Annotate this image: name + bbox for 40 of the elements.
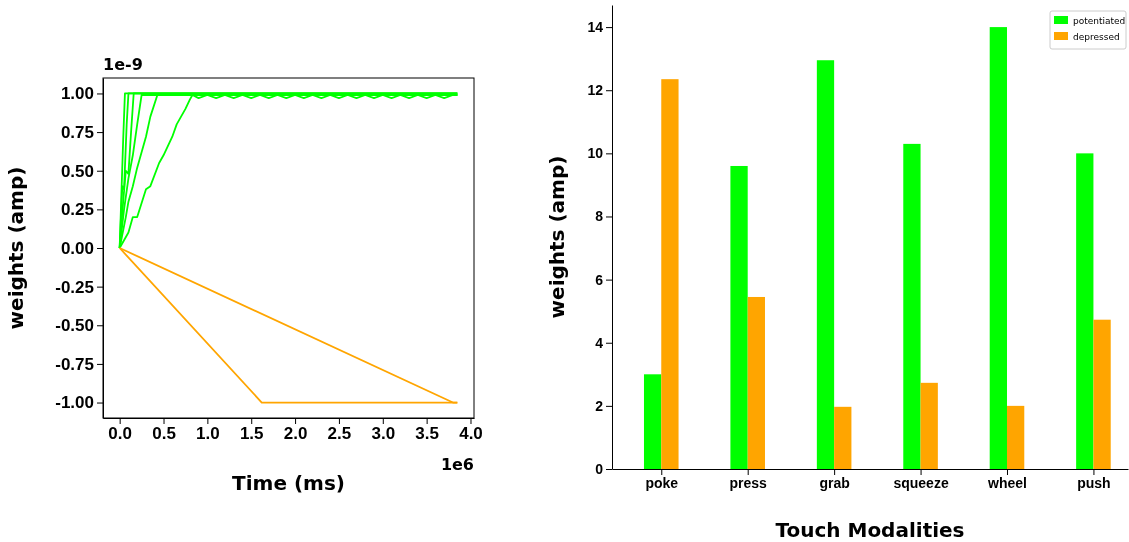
y-tick-label: 2: [595, 397, 604, 414]
y-tick-label: 14: [587, 19, 604, 36]
x-tick-label: 4.0: [459, 424, 483, 444]
text: 1e6: [440, 455, 474, 474]
x-tick-label: 3.0: [371, 424, 396, 444]
y-tick-label: 0: [595, 460, 604, 477]
y-tick-label: 0.00: [60, 238, 94, 258]
x-tick-label: 1.5: [239, 424, 264, 444]
y-axis-title: weights (amp): [4, 166, 28, 330]
x-tick-label: 2.5: [327, 424, 352, 444]
y-tick-label: 4: [595, 334, 604, 351]
y-tick-label: 0.50: [60, 161, 94, 181]
x-axis-title: Touch Modalities: [775, 518, 965, 542]
y-axis-title: weights (amp): [545, 155, 569, 319]
x-tick-label: squeeze: [893, 474, 949, 491]
x-tick-label: 1.0: [196, 424, 220, 444]
legend-label: depressed: [1073, 32, 1120, 42]
x-tick-label: 3.5: [415, 424, 439, 444]
x-tick-label: push: [1077, 474, 1111, 491]
text: 1e-9: [103, 55, 143, 74]
x-tick-label: 2.0: [283, 424, 308, 444]
y-tick-label: 12: [587, 82, 604, 99]
x-tick-label: grab: [819, 474, 850, 491]
x-tick-label: 0.5: [152, 424, 176, 444]
y-tick-label: -0.75: [55, 354, 94, 374]
y-tick-label: 0.75: [60, 123, 94, 143]
legend-label: potentiated: [1073, 16, 1126, 26]
x-axis-title: Time (ms): [232, 471, 345, 495]
y-tick-label: -0.25: [55, 277, 94, 297]
x-tick-label: 0.0: [108, 424, 132, 444]
y-tick-label: 6: [595, 271, 604, 288]
x-tick-label: press: [729, 474, 768, 491]
y-tick-label: -1.00: [55, 393, 94, 413]
x-tick-label: poke: [645, 474, 679, 491]
y-tick-label: 0.25: [60, 200, 94, 220]
y-tick-label: 10: [587, 145, 604, 162]
y-tick-label: 8: [595, 208, 604, 225]
y-tick-label: 1.00: [60, 84, 94, 104]
y-tick-label: -0.50: [55, 316, 94, 336]
x-tick-label: wheel: [987, 474, 1027, 491]
